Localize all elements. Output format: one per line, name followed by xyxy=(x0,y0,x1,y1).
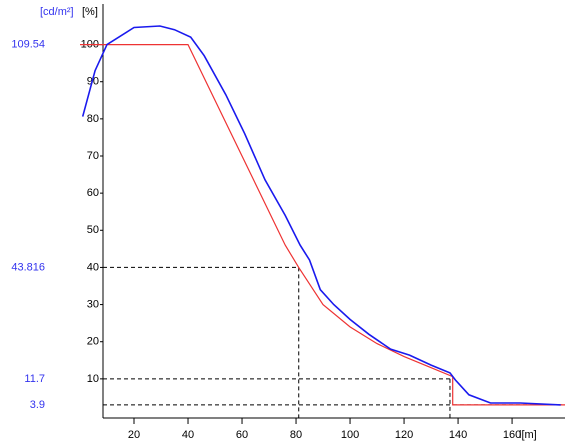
x-tick-label: 20 xyxy=(128,429,140,441)
x-axis-label: l[m] xyxy=(519,429,537,441)
series-line xyxy=(80,44,565,406)
y-tick-label: 80 xyxy=(87,113,99,125)
x-tick-label: 120 xyxy=(395,429,413,441)
y-tick-label: 20 xyxy=(87,336,99,348)
x-tick-label: 100 xyxy=(341,429,359,441)
y-tick-label: 70 xyxy=(87,150,99,162)
marker-label: 43.816 xyxy=(11,261,45,273)
series-line xyxy=(81,25,561,406)
marker-label: 3.9 xyxy=(30,399,45,411)
y-tick-label: 40 xyxy=(87,261,99,273)
y-tick-label: 50 xyxy=(87,224,99,236)
y-tick-label: 30 xyxy=(87,298,99,310)
y-percent-label: [%] xyxy=(82,6,98,18)
y-tick-label: 10 xyxy=(87,373,99,385)
y-units-label: [cd/m²] xyxy=(40,6,74,18)
x-tick-label: 80 xyxy=(290,429,302,441)
y-tick-label: 60 xyxy=(87,187,99,199)
x-tick-label: 160 xyxy=(503,429,521,441)
x-tick-label: 140 xyxy=(449,429,467,441)
marker-label: 109.54 xyxy=(11,38,45,50)
x-tick-label: 40 xyxy=(182,429,194,441)
x-tick-label: 60 xyxy=(236,429,248,441)
marker-label: 11.7 xyxy=(24,373,45,385)
